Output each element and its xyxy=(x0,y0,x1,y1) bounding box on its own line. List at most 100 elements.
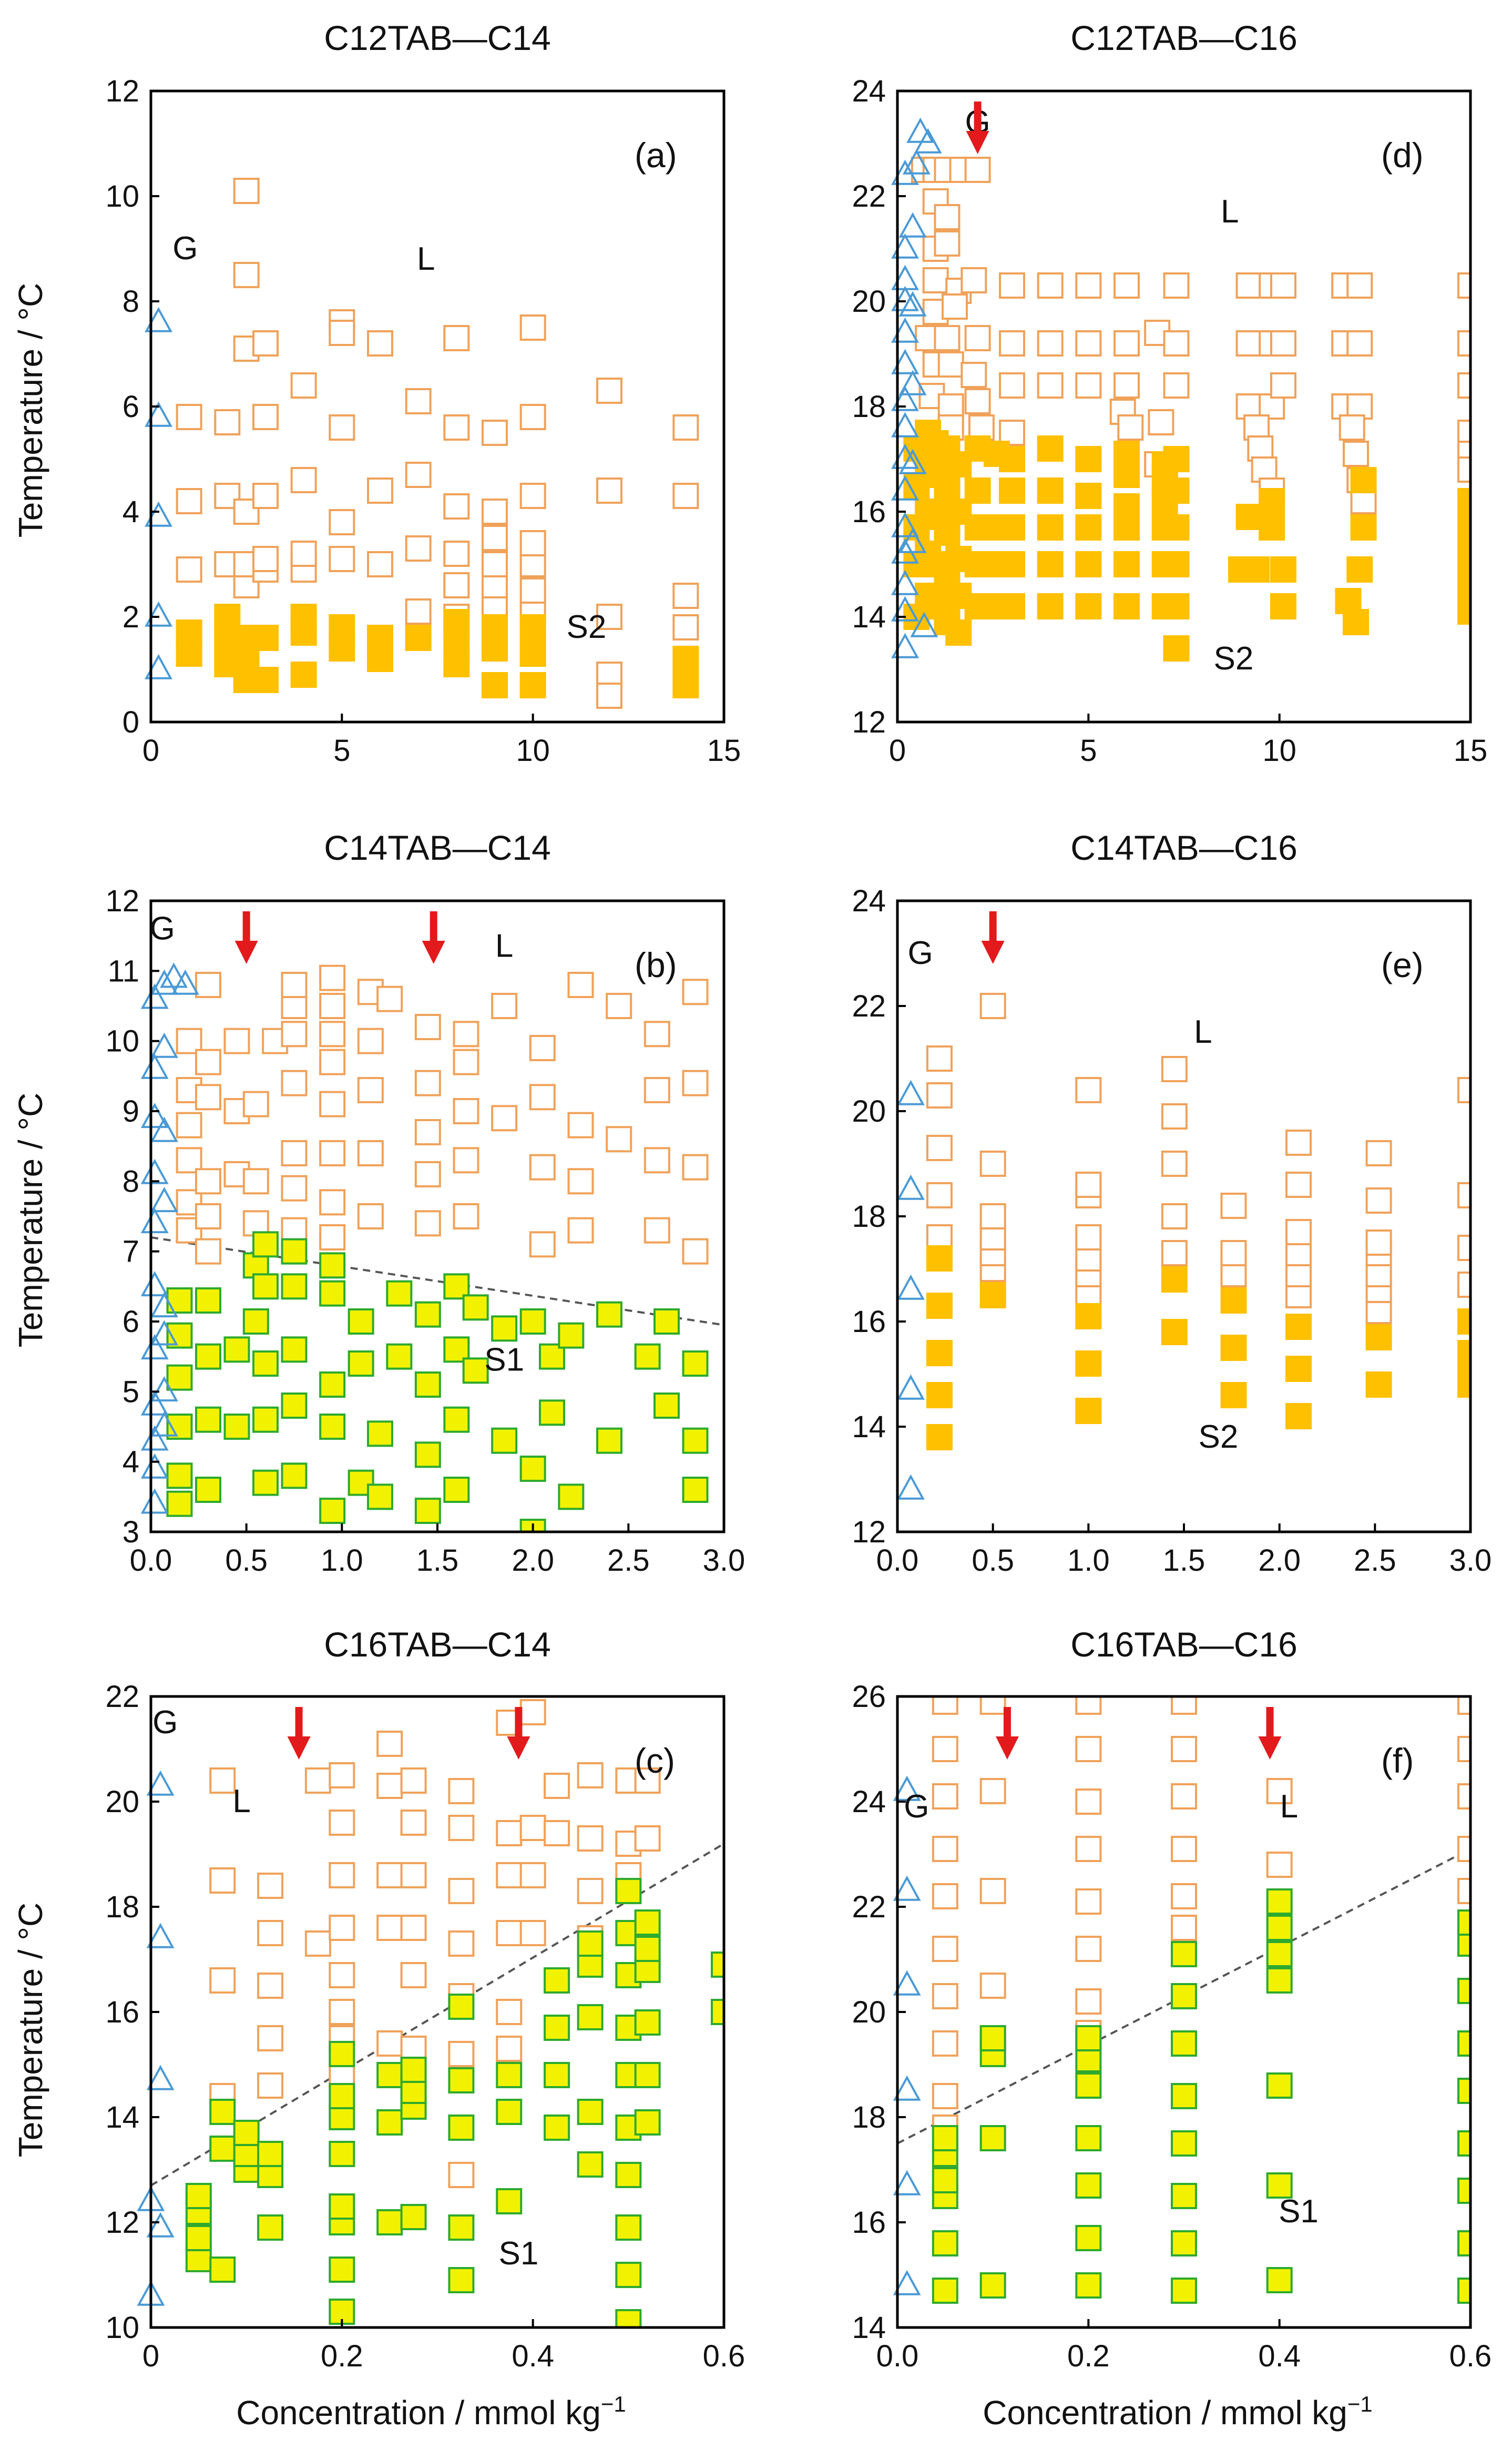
point-s1 xyxy=(979,2025,1006,2051)
point-s2 xyxy=(290,662,317,688)
point-liquid xyxy=(176,404,202,430)
point-liquid xyxy=(596,378,622,404)
point-s2 xyxy=(1161,1319,1188,1345)
point-liquid xyxy=(1075,272,1102,299)
x-tick-label: 5 xyxy=(1080,734,1097,768)
point-liquid xyxy=(329,546,355,572)
panel-e: C14TAB—C16 0.0 0.5 1.0 1.5 2.0 2.5 3.0 12 14 16 18 2… xyxy=(852,828,1491,1578)
panel-f: C16TAB—C16 0.0 0.2 0.4 0.6 14 16 18 20 22 24 26 G L S1… xyxy=(852,1625,1491,2373)
point-liquid xyxy=(209,1867,236,1894)
y-tick-label: 9 xyxy=(122,1094,139,1129)
point-gas xyxy=(891,349,920,374)
point-liquid xyxy=(195,1049,221,1075)
point-liquid xyxy=(682,979,709,1005)
point-liquid xyxy=(519,530,546,556)
point-liquid xyxy=(529,1154,556,1181)
point-s2 xyxy=(1457,535,1470,562)
point-liquid xyxy=(448,1930,475,1957)
x-tick-label: 2.5 xyxy=(607,1543,650,1578)
point-gas xyxy=(896,1474,925,1500)
x-axis-label-left: Concentration / mmol kg−1 xyxy=(236,2392,626,2432)
point-s2 xyxy=(1457,1308,1470,1335)
point-gas xyxy=(891,512,920,537)
point-s2 xyxy=(329,614,355,641)
point-s2 xyxy=(519,614,546,641)
point-liquid xyxy=(414,1161,441,1187)
point-gas xyxy=(150,969,178,995)
point-gas xyxy=(146,1923,175,1948)
point-liquid xyxy=(964,325,991,351)
point-liquid xyxy=(257,1920,284,1946)
point-liquid xyxy=(453,1098,479,1124)
x-tick-label: 0.6 xyxy=(703,2339,745,2373)
point-s1 xyxy=(367,1420,393,1447)
point-s1 xyxy=(1457,2130,1470,2157)
point-s2 xyxy=(964,477,991,504)
point-gas xyxy=(898,370,927,395)
point-liquid xyxy=(567,1112,594,1138)
point-s1 xyxy=(615,1878,642,1904)
point-gas xyxy=(891,265,920,290)
point-liquid xyxy=(1365,1187,1392,1214)
x-tick-label: 15 xyxy=(707,734,741,768)
point-s2 xyxy=(1457,488,1470,514)
point-liquid xyxy=(1161,1203,1188,1229)
point-s1 xyxy=(1171,2030,1197,2057)
point-gas xyxy=(898,291,927,317)
point-s2 xyxy=(1243,556,1270,583)
point-liquid xyxy=(643,1217,670,1244)
y-tick-label: 8 xyxy=(122,1164,139,1198)
point-gas xyxy=(150,1320,178,1346)
point-liquid xyxy=(1457,1235,1470,1261)
point-s1 xyxy=(281,1336,308,1363)
point-s1 xyxy=(329,2141,355,2167)
y-tick-label: 16 xyxy=(852,1305,886,1339)
x-tick-label: 0.5 xyxy=(225,1543,268,1578)
point-s2 xyxy=(1075,1303,1102,1329)
x-tick-label: 0.2 xyxy=(321,2339,363,2373)
x-tick-label: 1.0 xyxy=(321,1543,363,1578)
phase-label: S2 xyxy=(1214,641,1254,677)
point-liquid xyxy=(376,1862,403,1888)
point-gas xyxy=(140,1053,169,1079)
point-s1 xyxy=(615,2162,642,2188)
y-tick-label: 20 xyxy=(105,1785,139,1819)
point-s1 xyxy=(682,1350,709,1377)
point-liquid xyxy=(209,1767,236,1794)
point-s2 xyxy=(1113,551,1140,577)
y-tick-label: 14 xyxy=(105,2100,139,2134)
point-liquid xyxy=(329,509,355,535)
point-s1 xyxy=(166,1364,193,1391)
point-s2 xyxy=(176,619,202,646)
point-s1 xyxy=(1266,1967,1293,1994)
point-s1 xyxy=(281,1273,308,1300)
point-s1 xyxy=(1457,2030,1470,2057)
point-liquid xyxy=(448,2041,475,2067)
point-s1 xyxy=(376,2062,403,2088)
phase-label: G xyxy=(904,1788,929,1825)
point-s1 xyxy=(257,2141,284,2167)
point-gas xyxy=(150,1186,178,1213)
point-s1 xyxy=(932,2230,958,2256)
plot-area xyxy=(903,157,1470,662)
point-s1 xyxy=(329,2193,355,2220)
point-gas xyxy=(906,117,935,143)
point-liquid xyxy=(400,1862,427,1888)
point-liquid xyxy=(1270,330,1296,357)
point-liquid xyxy=(376,985,403,1012)
point-liquid xyxy=(999,372,1025,399)
transition-arrow-icon xyxy=(995,1707,1019,1760)
point-gas xyxy=(891,233,920,259)
point-liquid xyxy=(519,1699,546,1725)
point-liquid xyxy=(357,1028,384,1054)
point-s1 xyxy=(443,1406,470,1433)
point-liquid xyxy=(577,1878,604,1904)
point-liquid xyxy=(414,1210,441,1237)
point-liquid xyxy=(1343,441,1369,467)
panel-letter: (d) xyxy=(1381,136,1424,175)
y-tick-label: 12 xyxy=(105,74,139,108)
point-liquid xyxy=(961,267,987,293)
point-s2 xyxy=(1365,1324,1392,1350)
point-s1 xyxy=(462,1357,489,1384)
point-s1 xyxy=(319,1280,346,1307)
